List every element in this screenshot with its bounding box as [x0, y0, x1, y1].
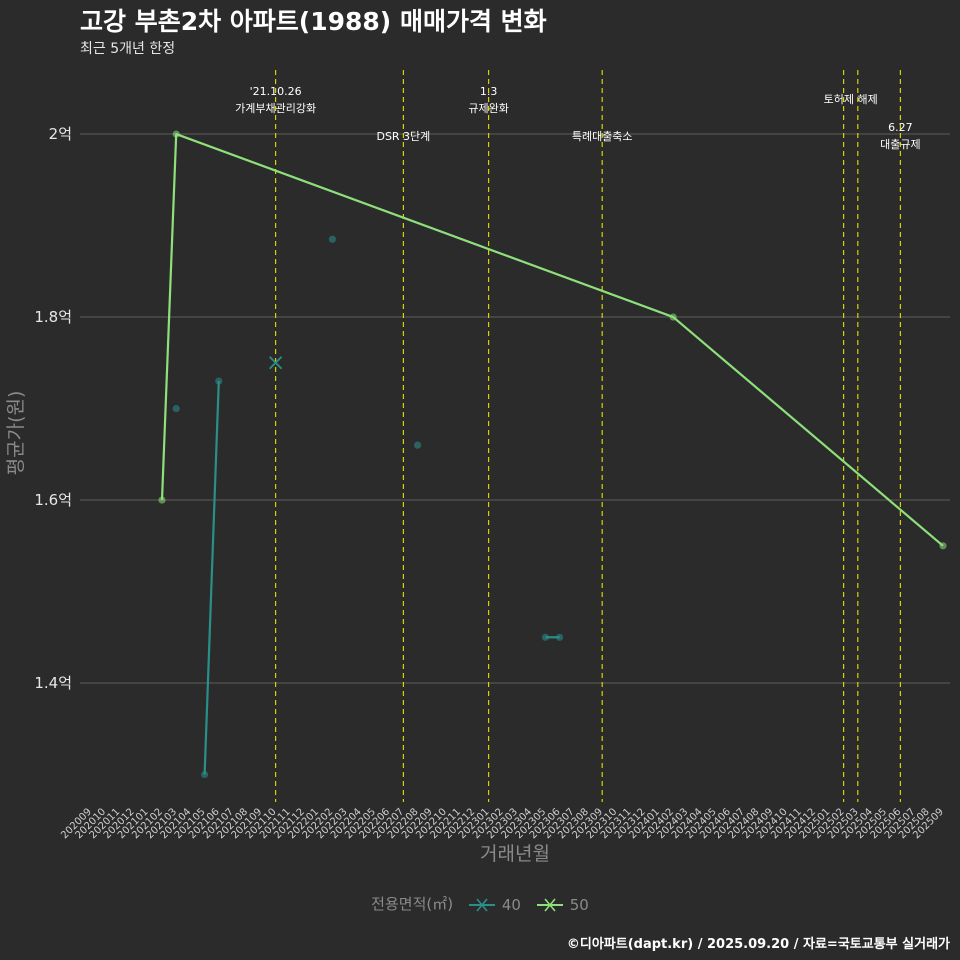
event-label: 1.3: [480, 85, 498, 98]
grid-layer: [80, 133, 950, 684]
data-point-40: [201, 770, 209, 779]
legend-item-40: 40: [468, 896, 521, 914]
series-line-50: [160, 132, 944, 547]
event-label: 규제완화: [468, 102, 508, 115]
legend-label-40: 40: [501, 895, 521, 914]
legend-item-50: 50: [536, 896, 589, 914]
y-axis-title: 평균가(원): [5, 391, 27, 476]
event-label: '21.10.26: [250, 85, 302, 98]
legend-key-40: [468, 897, 495, 912]
y-tick-label: 1.8억: [34, 308, 72, 326]
legend-label-50: 50: [569, 895, 589, 914]
x-axis-title: 거래년월: [480, 843, 550, 865]
legend-key-50: [536, 897, 563, 912]
y-tick-label: 1.4억: [34, 674, 72, 692]
event-label: 토허제 해제: [824, 92, 878, 106]
y-tick-label: 2억: [49, 125, 72, 143]
legend: 전용면적(㎡) 40 50: [0, 893, 960, 914]
data-point-40: [414, 441, 422, 449]
y-axis: 1.4억 1.6억 1.8억 2억: [34, 125, 72, 692]
event-label: 가계부채관리강화: [235, 102, 316, 115]
data-point-40: [172, 404, 180, 413]
data-point-50: [172, 130, 180, 138]
data-point-50: [158, 496, 166, 504]
event-label: DSR 3단계: [376, 130, 430, 143]
chart-title: 고강 부촌2차 아파트(1988) 매매가격 변화: [80, 7, 547, 36]
event-label: 특례대출축소: [572, 130, 633, 143]
series-line-40: [203, 381, 220, 775]
data-point-50: [939, 542, 947, 550]
x-axis: 2020092020102020112020122021012021022021…: [59, 806, 946, 841]
series-layer: [158, 130, 947, 779]
chart-subtitle: 최근 5개년 한정: [80, 41, 176, 57]
event-label: 6.27: [888, 121, 913, 134]
data-point-40: [268, 356, 283, 370]
legend-title: 전용면적(㎡): [371, 895, 454, 913]
data-point-40: [541, 633, 550, 641]
data-point-40: [328, 235, 336, 243]
data-point-50: [669, 313, 677, 321]
source-caption: ©디아파트(dapt.kr) / 2025.09.20 / 자료=국토교통부 실…: [566, 937, 950, 952]
y-tick-label: 1.6억: [34, 491, 72, 509]
event-label: 대출규제: [880, 138, 920, 151]
data-point-40: [215, 377, 223, 385]
data-point-40: [556, 633, 564, 641]
